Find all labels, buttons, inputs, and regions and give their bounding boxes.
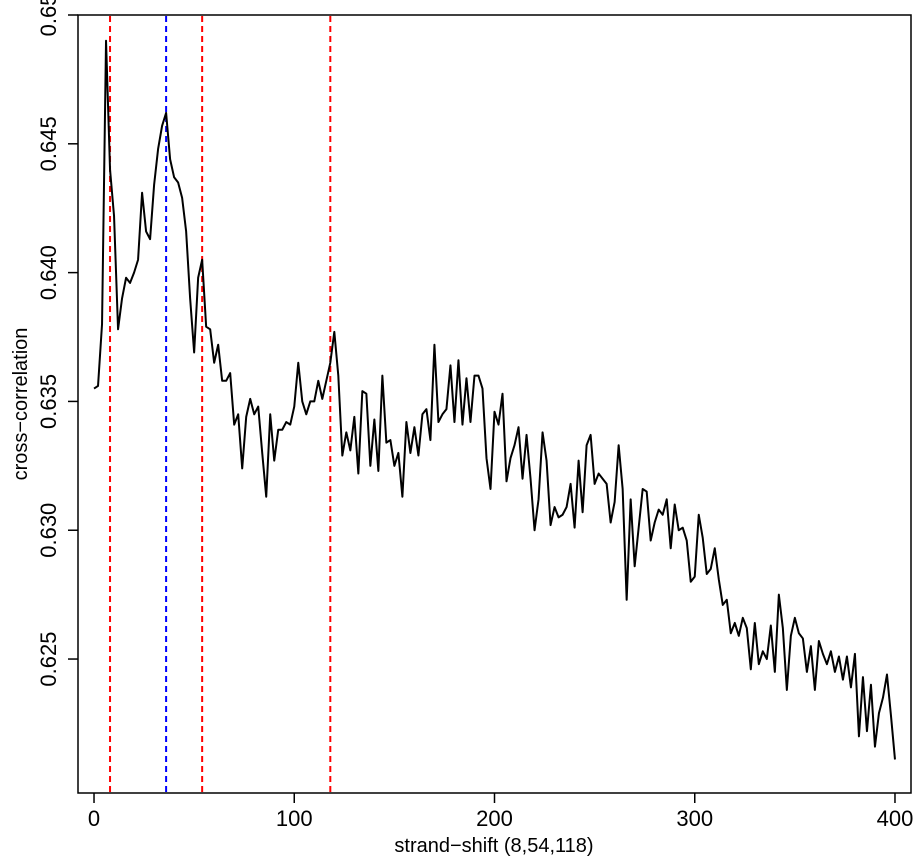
x-tick-label: 200 <box>476 806 513 831</box>
x-tick-label: 300 <box>676 806 713 831</box>
x-tick-label: 100 <box>276 806 313 831</box>
y-tick-label: 0.635 <box>36 374 61 429</box>
x-tick-label: 400 <box>877 806 913 831</box>
y-tick-label: 0.640 <box>36 245 61 300</box>
y-tick-label: 0.625 <box>36 632 61 687</box>
y-axis-title: cross−correlation <box>10 328 32 481</box>
x-axis: 0 100 200 300 400 <box>88 793 913 831</box>
y-axis: 0.625 0.630 0.635 0.640 0.645 0.65 <box>36 0 78 687</box>
y-tick-label: 0.630 <box>36 503 61 558</box>
x-tick-label: 0 <box>88 806 100 831</box>
x-axis-title: strand−shift (8,54,118) <box>394 835 593 857</box>
y-tick-label: 0.645 <box>36 116 61 171</box>
y-tick-label: 0.65 <box>36 0 61 36</box>
series-layer <box>93 39 896 760</box>
series-line-0 <box>93 39 896 760</box>
